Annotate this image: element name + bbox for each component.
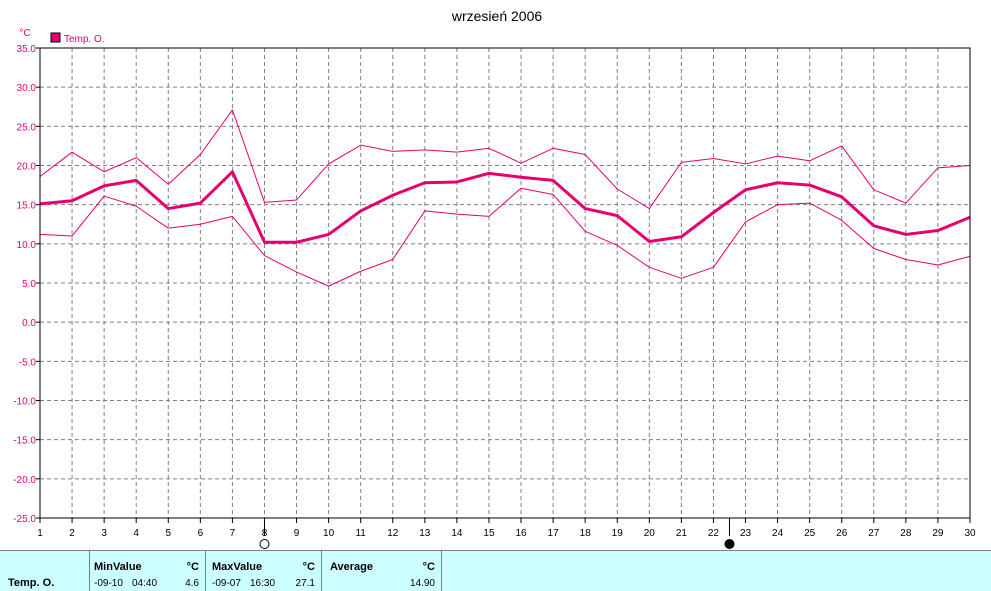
y-tick-label: 25.0 (17, 122, 37, 133)
x-tick-label: 18 (580, 528, 592, 539)
y-tick-label: -15.0 (13, 436, 36, 447)
x-tick-label: 14 (451, 528, 463, 539)
y-tick-label: 10.0 (17, 240, 37, 251)
x-tick-label: 20 (644, 528, 656, 539)
x-tick-label: 16 (515, 528, 527, 539)
max-value-label: MaxValue (212, 561, 263, 573)
y-tick-label: -25.0 (13, 514, 36, 525)
y-tick-label: -5.0 (19, 357, 37, 368)
series-line-mean (39, 170, 971, 244)
x-tick-label: 28 (900, 528, 912, 539)
min-value-time: 04:40 (132, 578, 158, 589)
x-tick-label: 25 (804, 528, 816, 539)
legend-swatch (50, 32, 61, 43)
x-tick-label: 12 (387, 528, 399, 539)
x-tick-label: 30 (964, 528, 976, 539)
max-value-date: -09-07 (212, 578, 241, 589)
x-tick-label: 29 (932, 528, 944, 539)
min-value-label: MinValue (94, 561, 142, 573)
x-tick-label: 9 (294, 528, 300, 539)
max-value-time: 16:30 (250, 578, 276, 589)
max-value-unit: °C (302, 561, 315, 573)
x-tick-label: 10 (323, 528, 335, 539)
open-circle-marker (259, 539, 270, 549)
x-tick-label: 21 (676, 528, 688, 539)
x-tick-label: 23 (740, 528, 752, 539)
min-value-unit: °C (186, 561, 199, 573)
x-tick-label: 22 (708, 528, 720, 539)
x-tick-label: 26 (836, 528, 848, 539)
series-line-min (39, 187, 971, 287)
y-axis-unit: °C (19, 28, 30, 39)
x-tick-label: 1 (37, 528, 43, 539)
x-tick-label: 19 (612, 528, 624, 539)
x-tick-label: 17 (548, 528, 560, 539)
y-tick-label: 35.0 (17, 44, 37, 55)
average-unit: °C (422, 561, 435, 573)
min-value-date: -09-10 (94, 578, 123, 589)
x-tick-label: 5 (165, 528, 171, 539)
summary-panel: Temp. O. MinValue °C -09-10 04:40 4.6 Ma… (0, 550, 991, 591)
min-value-cell: MinValue °C -09-10 04:40 4.6 (90, 551, 206, 591)
x-tick-label: 27 (868, 528, 880, 539)
series-line-max (39, 109, 971, 210)
min-value-number: 4.6 (185, 578, 199, 589)
x-tick-label: 7 (230, 528, 236, 539)
chart-title: wrzesień 2006 (451, 8, 542, 24)
average-cell: Average °C 14.90 (322, 551, 442, 591)
filled-circle-marker (724, 539, 735, 549)
x-tick-label: 2 (69, 528, 75, 539)
x-tick-label: 6 (198, 528, 204, 539)
x-tick-label: 3 (101, 528, 107, 539)
y-tick-label: 15.0 (17, 201, 37, 212)
x-tick-label: 13 (419, 528, 431, 539)
max-value-cell: MaxValue °C -09-07 16:30 27.1 (206, 551, 322, 591)
x-tick-label: 15 (483, 528, 495, 539)
temperature-chart: wrzesień 2006 °C Temp. O. 35.030.025.020… (13, 8, 976, 549)
x-tick-label: 11 (355, 528, 366, 539)
x-tick-label: 4 (133, 528, 139, 539)
legend-label: Temp. O. (64, 34, 105, 45)
summary-series-cell: Temp. O. (0, 551, 90, 591)
y-tick-label: -20.0 (13, 475, 36, 486)
x-tick-label: 24 (772, 528, 784, 539)
average-value: 14.90 (409, 578, 435, 589)
y-tick-label: 20.0 (17, 162, 37, 173)
y-tick-label: 5.0 (22, 279, 36, 290)
y-tick-label: 30.0 (17, 83, 37, 94)
y-tick-label: -10.0 (13, 397, 36, 408)
summary-series-name: Temp. O. (8, 577, 55, 589)
y-tick-label: 0.0 (22, 318, 36, 329)
max-value-number: 27.1 (295, 578, 315, 589)
average-label: Average (330, 561, 374, 573)
plot-frame (39, 47, 971, 519)
